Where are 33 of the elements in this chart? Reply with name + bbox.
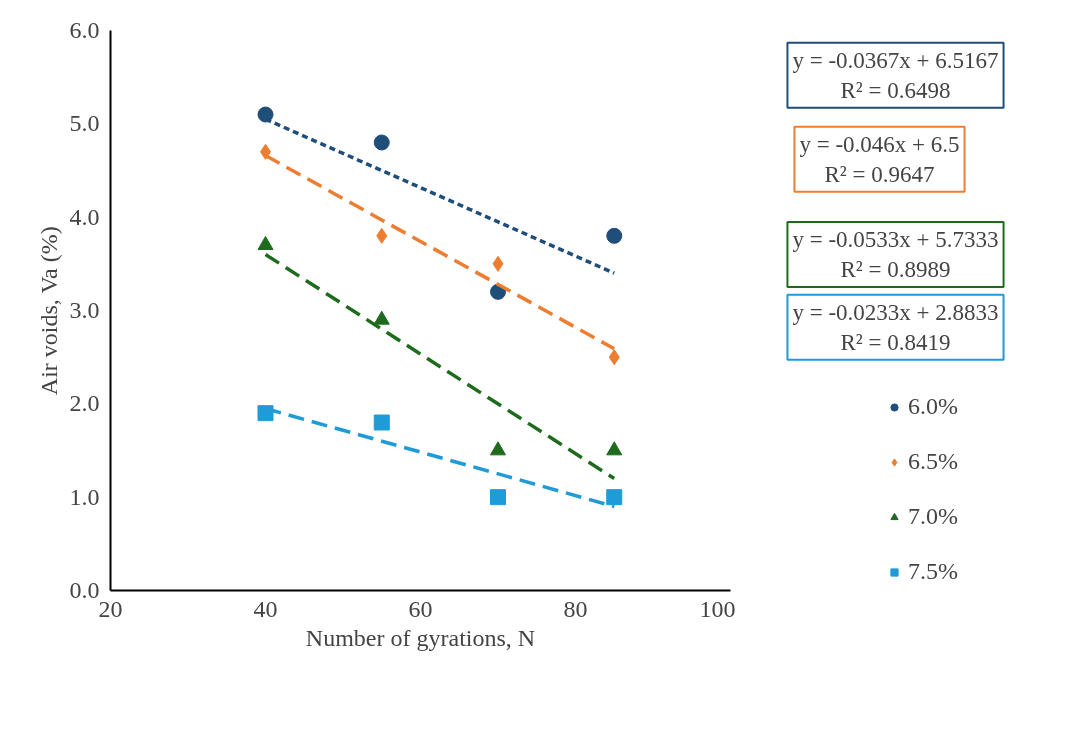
x-tick-label: 100	[699, 595, 736, 622]
x-tick-label: 60	[408, 595, 433, 622]
point	[608, 349, 620, 366]
y-tick-label: 3.0	[69, 297, 100, 323]
x-tick-label: 20	[98, 595, 123, 622]
text: y = -0.0367x + 6.5167 R² = 0.6498	[792, 47, 999, 103]
legend-label: 7.0%	[908, 503, 958, 530]
y-tick-label: 2.0	[69, 390, 100, 417]
point	[257, 106, 274, 123]
x-axis-title: Number of gyrations, N	[305, 624, 536, 651]
text: y = -0.0233x + 2.8833 R² = 0.8419	[792, 299, 999, 355]
y-tick-label: 0.0	[69, 577, 100, 603]
point	[257, 405, 274, 422]
y-tick-label: 4.0	[69, 203, 100, 230]
point	[606, 227, 623, 244]
y-axis-title: Air voids, Va (%)	[35, 226, 62, 396]
y-tick-label: 5.0	[69, 110, 100, 137]
point	[257, 236, 274, 250]
x-tick-label: 40	[253, 595, 278, 622]
point	[492, 255, 504, 272]
legend-label: 6.0%	[908, 393, 958, 420]
point	[373, 134, 390, 151]
text: y = -0.0533x + 5.7333 R² = 0.8989	[792, 227, 999, 282]
text: y = -0.046x + 6.5 R² = 0.9647	[799, 131, 960, 187]
point	[606, 489, 623, 506]
point	[490, 489, 506, 506]
legend-label: 6.5%	[908, 448, 958, 475]
x-tick-label: 80	[563, 595, 588, 622]
y-tick-label: 1.0	[69, 483, 100, 510]
point	[376, 227, 388, 244]
legend-label: 7.5%	[908, 558, 958, 585]
point	[373, 414, 390, 431]
y-tick-label: 6.0	[69, 17, 100, 43]
